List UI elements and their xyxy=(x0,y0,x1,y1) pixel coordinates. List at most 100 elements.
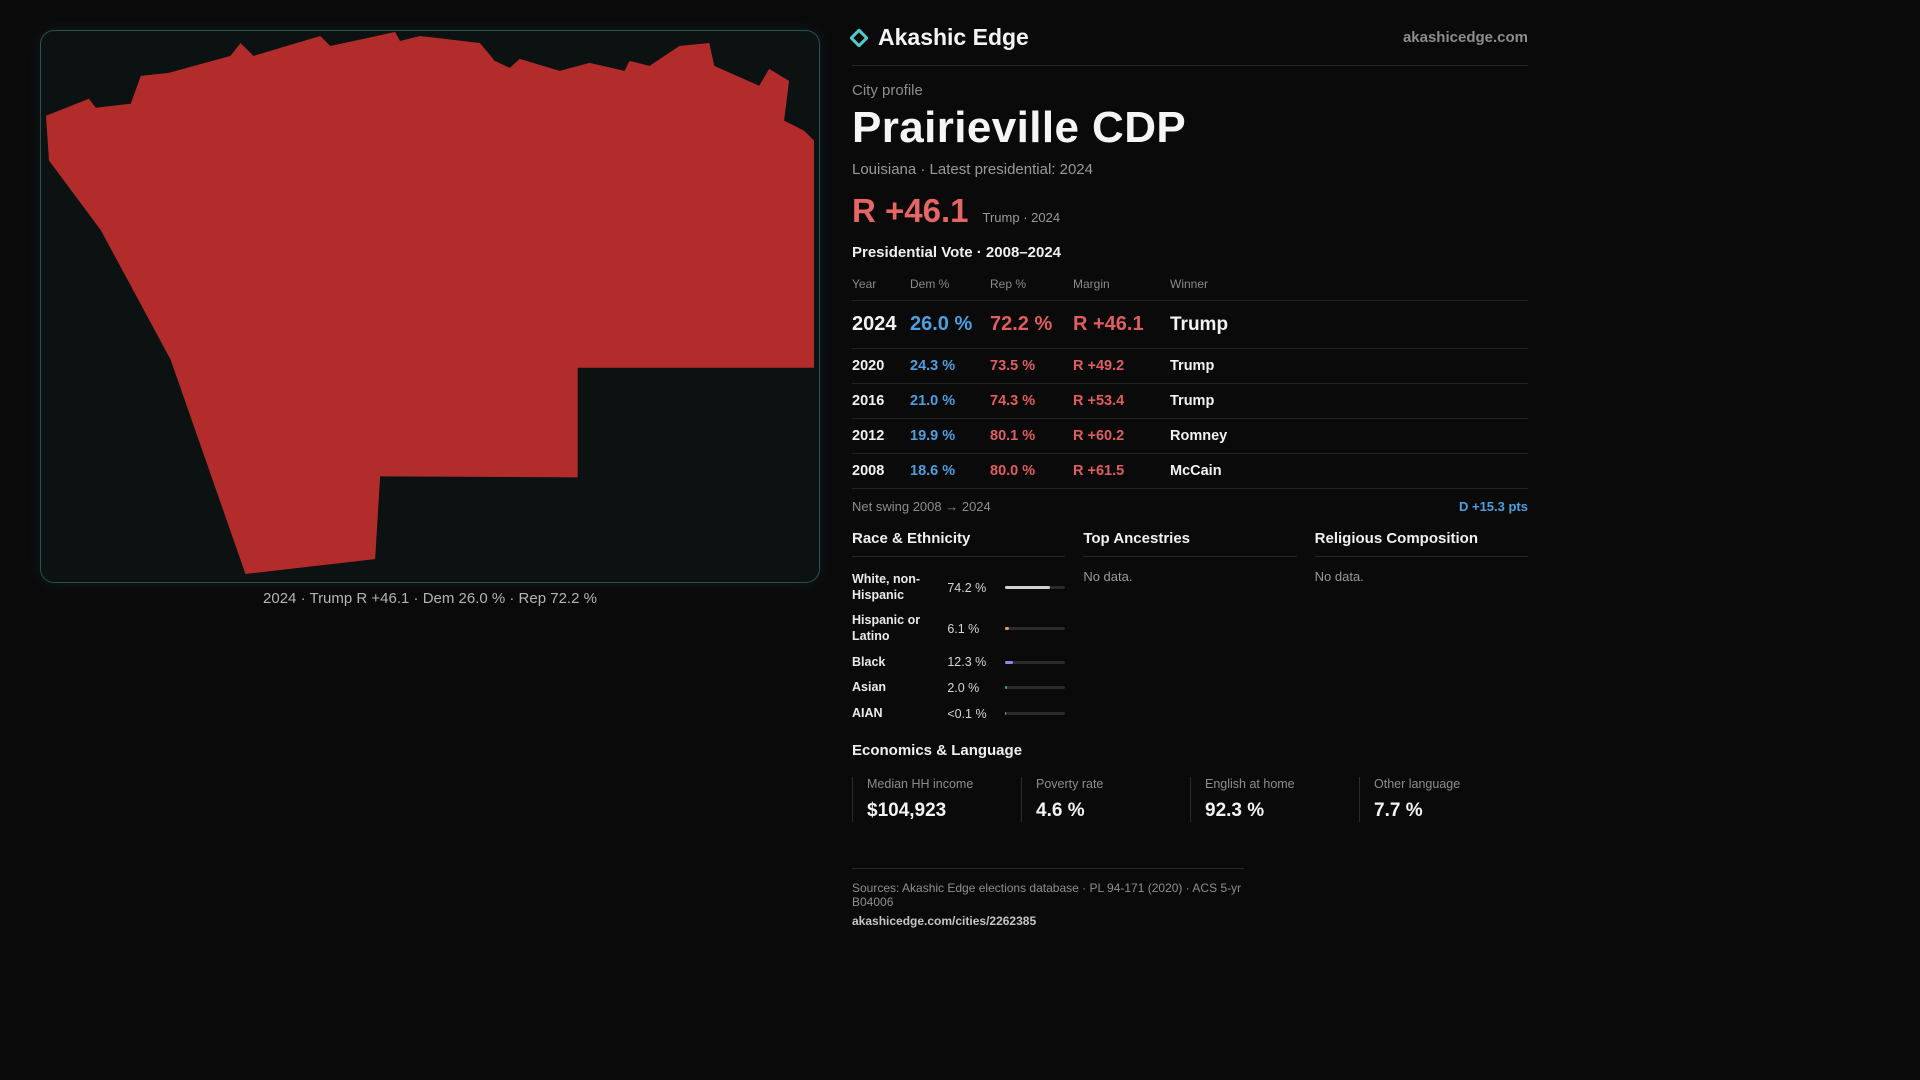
table-row: 2008 18.6 % 80.0 % R +61.5 McCain xyxy=(852,453,1528,488)
net-swing-row: Net swing 2008 → 2024 D +15.3 pts xyxy=(852,488,1528,528)
race-label: White, non-Hispanic xyxy=(852,572,921,602)
stat-value: 7.7 % xyxy=(1374,800,1423,822)
race-ethnicity-title: Race & Ethnicity xyxy=(852,530,1066,557)
col-margin: Margin xyxy=(1073,277,1110,291)
table-row: 2016 21.0 % 74.3 % R +53.4 Trump xyxy=(852,383,1528,418)
year-cell: 2012 xyxy=(852,428,885,444)
winner-cell: McCain xyxy=(1170,463,1222,479)
stat-median-hh-income: Median HH income $104,923 xyxy=(852,777,1021,823)
year-cell: 2008 xyxy=(852,463,885,479)
sources-text: Sources: Akashic Edge elections database… xyxy=(852,881,1242,910)
brand-name: Akashic Edge xyxy=(878,24,1029,50)
stat-label: Other language xyxy=(1374,777,1461,792)
year-cell: 2024 xyxy=(852,313,897,335)
race-bar-fill xyxy=(1005,686,1007,690)
footer: Sources: Akashic Edge elections database… xyxy=(852,868,1244,930)
winner-cell: Trump xyxy=(1170,314,1229,335)
demographics-section: Race & Ethnicity White, non-Hispanic 74.… xyxy=(852,530,1528,726)
headline-margin-row: R +46.1 Trump · 2024 xyxy=(852,192,1528,230)
list-item: Hispanic or Latino 6.1 % xyxy=(852,608,1066,649)
net-swing-value: D +15.3 pts xyxy=(1458,499,1528,514)
city-boundary-shape xyxy=(45,31,815,575)
stat-label: English at home xyxy=(1205,777,1295,792)
stat-english-at-home: English at home 92.3 % xyxy=(1190,777,1359,823)
vote-table: Year Dem % Rep % Margin Winner 2024 26.0… xyxy=(852,269,1528,528)
race-label: Hispanic or Latino xyxy=(852,613,921,643)
stat-value: 92.3 % xyxy=(1205,800,1265,822)
race-label: Black xyxy=(852,654,886,669)
city-map-panel xyxy=(40,30,820,583)
race-bar xyxy=(1005,660,1066,664)
list-item: Asian 2.0 % xyxy=(852,675,1066,701)
net-swing-label: Net swing 2008 → 2024 xyxy=(852,499,991,514)
ancestries-no-data: No data. xyxy=(1083,569,1133,584)
economics-stats: Median HH income $104,923 Poverty rate 4… xyxy=(852,777,1528,823)
race-pct: 12.3 % xyxy=(947,655,987,670)
diamond-logo-icon xyxy=(849,27,869,48)
rep-cell: 74.3 % xyxy=(990,393,1036,409)
race-ethnicity-column: Race & Ethnicity White, non-Hispanic 74.… xyxy=(852,530,1066,727)
top-ancestries-title: Top Ancestries xyxy=(1083,530,1297,557)
stat-other-language: Other language 7.7 % xyxy=(1359,777,1528,823)
headline-margin-value: R +46.1 xyxy=(852,192,969,229)
winner-cell: Trump xyxy=(1170,393,1215,409)
race-bar-fill xyxy=(1005,627,1009,631)
margin-cell: R +46.1 xyxy=(1073,313,1144,335)
profile-panel: Akashic Edge akashicedge.com City profil… xyxy=(849,24,1528,930)
profile-subtitle: Louisiana · Latest presidential: 2024 xyxy=(852,161,1093,178)
dem-cell: 21.0 % xyxy=(910,393,956,409)
headline-margin-note: Trump · 2024 xyxy=(982,210,1061,225)
vote-table-title: Presidential Vote · 2008–2024 xyxy=(852,244,1062,261)
vote-table-header: Year Dem % Rep % Margin Winner xyxy=(852,269,1528,300)
margin-cell: R +61.5 xyxy=(1073,463,1125,479)
rep-cell: 80.0 % xyxy=(990,463,1036,479)
race-label: AIAN xyxy=(852,705,883,720)
stat-label: Poverty rate xyxy=(1036,777,1104,792)
col-dem: Dem % xyxy=(910,277,950,291)
winner-cell: Trump xyxy=(1170,358,1215,374)
race-bar xyxy=(1005,712,1066,716)
dem-cell: 19.9 % xyxy=(910,428,956,444)
margin-cell: R +60.2 xyxy=(1073,428,1125,444)
top-ancestries-column: Top Ancestries No data. xyxy=(1083,530,1297,726)
dem-cell: 26.0 % xyxy=(910,313,973,335)
race-pct: 74.2 % xyxy=(947,580,987,595)
race-bar-fill xyxy=(1005,660,1013,664)
religious-composition-column: Religious Composition No data. xyxy=(1314,530,1528,726)
table-row: 2012 19.9 % 80.1 % R +60.2 Romney xyxy=(852,418,1528,453)
rep-cell: 80.1 % xyxy=(990,428,1036,444)
col-winner: Winner xyxy=(1170,277,1209,291)
race-bar xyxy=(1005,686,1066,690)
map-caption: 2024 · Trump R +46.1 · Dem 26.0 % · Rep … xyxy=(263,590,597,607)
race-pct: 6.1 % xyxy=(947,621,980,636)
year-cell: 2016 xyxy=(852,393,885,409)
dem-cell: 18.6 % xyxy=(910,463,956,479)
city-map xyxy=(45,31,815,575)
race-bar xyxy=(1005,627,1066,631)
stat-value: $104,923 xyxy=(867,800,947,822)
winner-cell: Romney xyxy=(1170,428,1228,444)
race-label: Asian xyxy=(852,680,887,695)
list-item: White, non-Hispanic 74.2 % xyxy=(852,567,1066,608)
brand: Akashic Edge xyxy=(849,24,1029,51)
dem-cell: 24.3 % xyxy=(910,358,956,374)
margin-cell: R +49.2 xyxy=(1073,358,1125,374)
race-pct: 2.0 % xyxy=(947,680,980,695)
economics-title: Economics & Language xyxy=(852,742,1023,760)
religion-no-data: No data. xyxy=(1314,569,1364,584)
list-item: AIAN <0.1 % xyxy=(852,701,1066,727)
stat-poverty-rate: Poverty rate 4.6 % xyxy=(1021,777,1190,823)
religious-composition-title: Religious Composition xyxy=(1314,530,1528,557)
rep-cell: 73.5 % xyxy=(990,358,1036,374)
stat-label: Median HH income xyxy=(867,777,974,792)
table-row: 2020 24.3 % 73.5 % R +49.2 Trump xyxy=(852,348,1528,383)
stat-value: 4.6 % xyxy=(1036,800,1085,822)
race-pct: <0.1 % xyxy=(947,706,987,721)
col-year: Year xyxy=(852,277,877,291)
rep-cell: 72.2 % xyxy=(990,313,1053,335)
list-item: Black 12.3 % xyxy=(852,650,1066,676)
table-row: 2024 26.0 % 72.2 % R +46.1 Trump xyxy=(852,300,1528,348)
site-link[interactable]: akashicedge.com xyxy=(1402,29,1528,46)
permalink[interactable]: akashicedge.com/cities/2262385 xyxy=(852,914,1037,929)
race-bar-fill xyxy=(1005,586,1050,590)
